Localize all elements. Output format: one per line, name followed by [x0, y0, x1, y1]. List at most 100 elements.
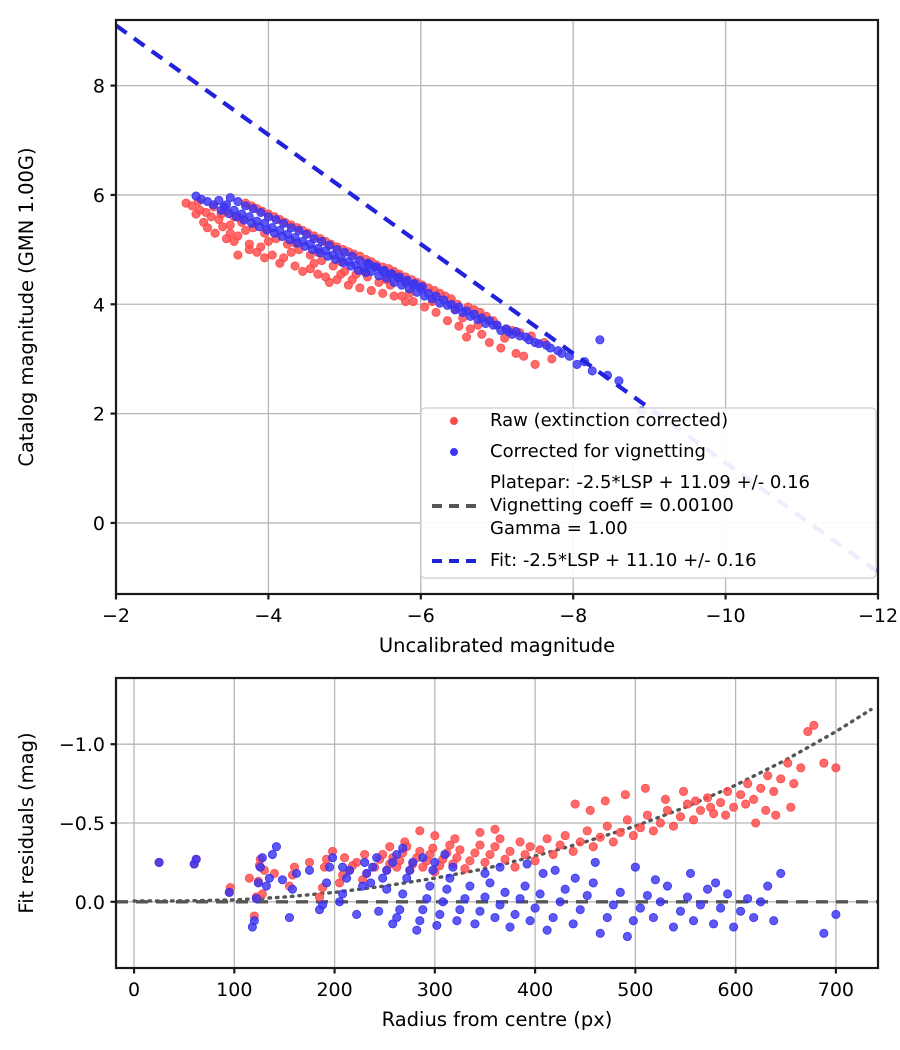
legend-frame [420, 407, 877, 579]
data-point [224, 208, 234, 219]
data-point [716, 797, 726, 808]
legend-label-fit: Fit: -2.5*LSP + 11.10 +/- 0.16 [490, 550, 757, 571]
data-point [249, 916, 259, 926]
data-point [587, 366, 597, 376]
data-point [675, 906, 686, 916]
data-point [256, 207, 266, 217]
data-point [201, 207, 211, 217]
data-point [511, 348, 521, 359]
data-point [716, 903, 726, 913]
data-point [427, 294, 437, 304]
data-point [655, 818, 665, 828]
data-point [415, 826, 425, 836]
data-point [374, 906, 384, 916]
data-point [410, 278, 420, 289]
data-point [218, 222, 228, 232]
y-tick-label: 0 [93, 513, 105, 535]
data-point [353, 265, 363, 275]
x-tick-label: 500 [617, 979, 653, 1001]
data-point [267, 849, 277, 860]
data-point [682, 799, 693, 809]
data-point [503, 327, 513, 337]
data-point [568, 846, 578, 856]
data-point [520, 849, 530, 860]
data-point [412, 925, 422, 935]
x-tick-label: 400 [517, 979, 553, 1001]
data-point [408, 296, 418, 307]
data-point [418, 853, 428, 863]
data-point [247, 218, 257, 228]
data-point [485, 849, 495, 860]
data-point [335, 897, 345, 907]
data-point [455, 905, 465, 915]
data-point [254, 222, 264, 232]
data-point [394, 272, 405, 282]
data-point [662, 805, 673, 815]
data-point [352, 909, 362, 919]
data-point [630, 862, 640, 872]
data-point [650, 875, 660, 885]
top-plot-points [181, 191, 647, 424]
data-point [290, 261, 300, 271]
y-tick-label: −0.5 [59, 813, 105, 835]
data-point [534, 339, 544, 349]
data-point [648, 913, 658, 923]
data-point [300, 241, 310, 251]
series-corrected [154, 842, 841, 942]
data-point [547, 354, 557, 364]
data-point [557, 348, 567, 359]
data-point [530, 856, 540, 866]
data-point [682, 892, 693, 902]
data-point [404, 284, 414, 294]
data-point [366, 286, 376, 296]
data-point [304, 857, 315, 867]
data-point [422, 894, 432, 904]
data-point [475, 906, 485, 916]
data-point [240, 201, 251, 211]
legend-marker-corrected [449, 447, 458, 456]
data-point [389, 291, 399, 301]
x-tick-label: −12 [858, 605, 898, 627]
data-point [809, 720, 819, 730]
x-tick-label: 100 [216, 979, 252, 1001]
data-point [225, 220, 235, 230]
data-point [269, 228, 280, 238]
data-point [608, 837, 618, 847]
data-point [460, 894, 470, 904]
data-point [275, 258, 285, 268]
data-point [445, 840, 455, 850]
bottom-plot-frame: 0 100 200 300 400 500 600 700 0.0 −0.5 −1.0 [59, 676, 880, 1001]
data-point [465, 311, 475, 321]
x-axis-label-top: Uncalibrated magnitude [379, 634, 615, 657]
data-point [615, 827, 625, 838]
vignetting-curve [132, 707, 873, 903]
data-point [695, 805, 706, 815]
data-point [620, 790, 630, 800]
data-point [428, 865, 438, 875]
data-point [361, 268, 371, 278]
data-point [515, 837, 525, 847]
data-point [372, 262, 382, 272]
data-point [257, 889, 267, 899]
data-point [430, 857, 440, 867]
data-point [338, 258, 348, 268]
data-point [191, 191, 201, 201]
data-point [286, 247, 296, 257]
data-point [685, 868, 696, 878]
data-point [530, 359, 540, 369]
data-point [535, 889, 545, 899]
data-point [488, 320, 498, 330]
data-point [588, 878, 598, 888]
data-point [477, 329, 487, 339]
data-point [709, 919, 719, 929]
data-point [231, 212, 241, 222]
data-point [438, 897, 448, 907]
x-tick-label: −4 [254, 605, 282, 627]
data-point [500, 887, 510, 897]
legend-box: Raw (extinction corrected) Corrected for … [420, 407, 877, 579]
data-point [401, 296, 411, 307]
data-point [602, 913, 612, 923]
data-point [328, 853, 338, 863]
data-point [769, 786, 779, 797]
